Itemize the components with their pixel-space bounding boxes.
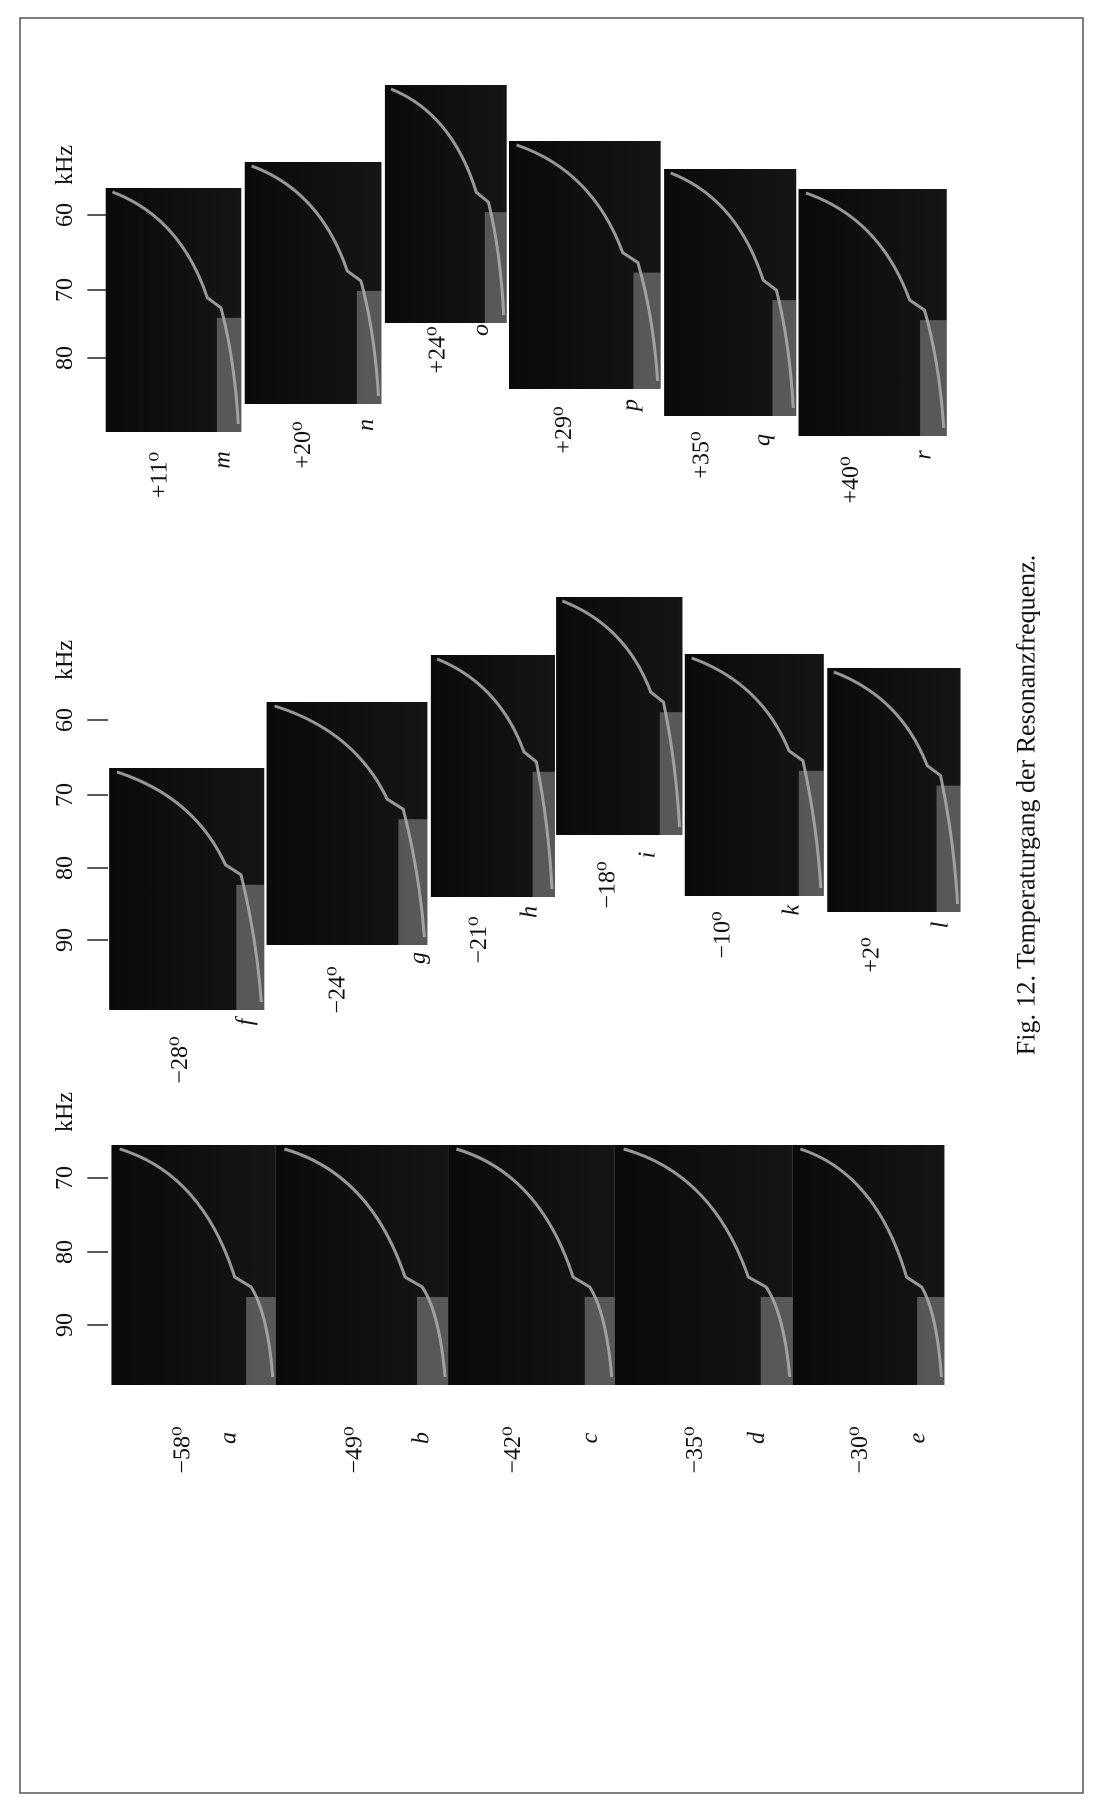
panel-letter: a [215,1432,241,1444]
tick-label: 70 [52,783,78,807]
unit-label: kHz [52,640,78,680]
bright-edge [660,712,683,835]
temperature-label: +40⁰ [838,456,864,503]
bright-edge [398,819,427,945]
panel-letter: o [468,324,494,336]
temperature-label: +24⁰ [424,326,450,373]
panel-letter: d [744,1431,770,1444]
tick-label: 70 [52,278,78,302]
bright-edge [633,273,660,389]
panel-letter: c [577,1432,603,1443]
bright-edge [585,1297,615,1385]
figure-caption: Fig. 12. Temperaturgang der Resonanzfreq… [1011,555,1040,1055]
temperature-label: −42⁰ [500,1426,526,1473]
tick-label: 70 [52,1166,78,1190]
panel-letter: r [910,450,936,460]
temperature-label: +35⁰ [689,431,715,478]
temperature-label: −58⁰ [169,1426,195,1473]
tick-label: 90 [52,1313,78,1337]
tick-label: 80 [52,346,78,370]
tick-label: 90 [52,928,78,952]
temperature-label: +2⁰ [859,937,885,972]
bright-edge [799,771,824,896]
bright-edge [917,1297,944,1385]
bright-edge [236,885,264,1010]
temperature-label: −18⁰ [594,861,620,908]
tick-label: 80 [52,856,78,880]
temperature-label: −30⁰ [847,1426,873,1473]
panel-letter: q [750,434,776,446]
panel-letter: k [778,904,804,915]
bright-edge [761,1297,793,1385]
temperature-label: +20⁰ [290,421,316,468]
panel-letter: p [617,399,643,413]
panel-letter: g [405,952,431,964]
temperature-label: −10⁰ [709,911,735,958]
temperature-label: −35⁰ [682,1426,708,1473]
temperature-label: +11⁰ [146,452,172,498]
unit-label: kHz [52,145,78,185]
tick-label: 60 [52,708,78,732]
temperature-label: −28⁰ [167,1036,193,1083]
panel-letter: f [233,1015,259,1025]
bright-edge [246,1297,276,1385]
bright-edge [485,212,507,323]
temperature-label: −21⁰ [466,916,492,963]
bright-edge [533,772,555,897]
panel-letter: h [516,906,542,918]
tick-label: 60 [52,203,78,227]
bright-edge [357,291,382,404]
bright-edge [937,786,961,912]
panel-letter: m [210,451,236,468]
temperature-label: −24⁰ [324,966,350,1013]
bright-edge [920,320,947,436]
tick-label: 80 [52,1240,78,1264]
unit-label: kHz [52,1092,78,1132]
temperature-label: −49⁰ [342,1426,368,1473]
panel-letter: i [635,852,661,859]
panel-letter: n [353,419,379,431]
panel-letter: e [905,1432,931,1443]
bright-edge [417,1297,448,1385]
temperature-label: +29⁰ [551,406,577,453]
page: 90 80 70 kHz −58⁰ a −49⁰ b −42⁰ c −35⁰ d −30⁰ e 90 80 70… [0,0,1103,1811]
bright-edge [772,300,796,416]
panel-letter: b [408,1432,434,1444]
panel-letter: l [928,921,954,928]
bright-edge [217,318,241,432]
